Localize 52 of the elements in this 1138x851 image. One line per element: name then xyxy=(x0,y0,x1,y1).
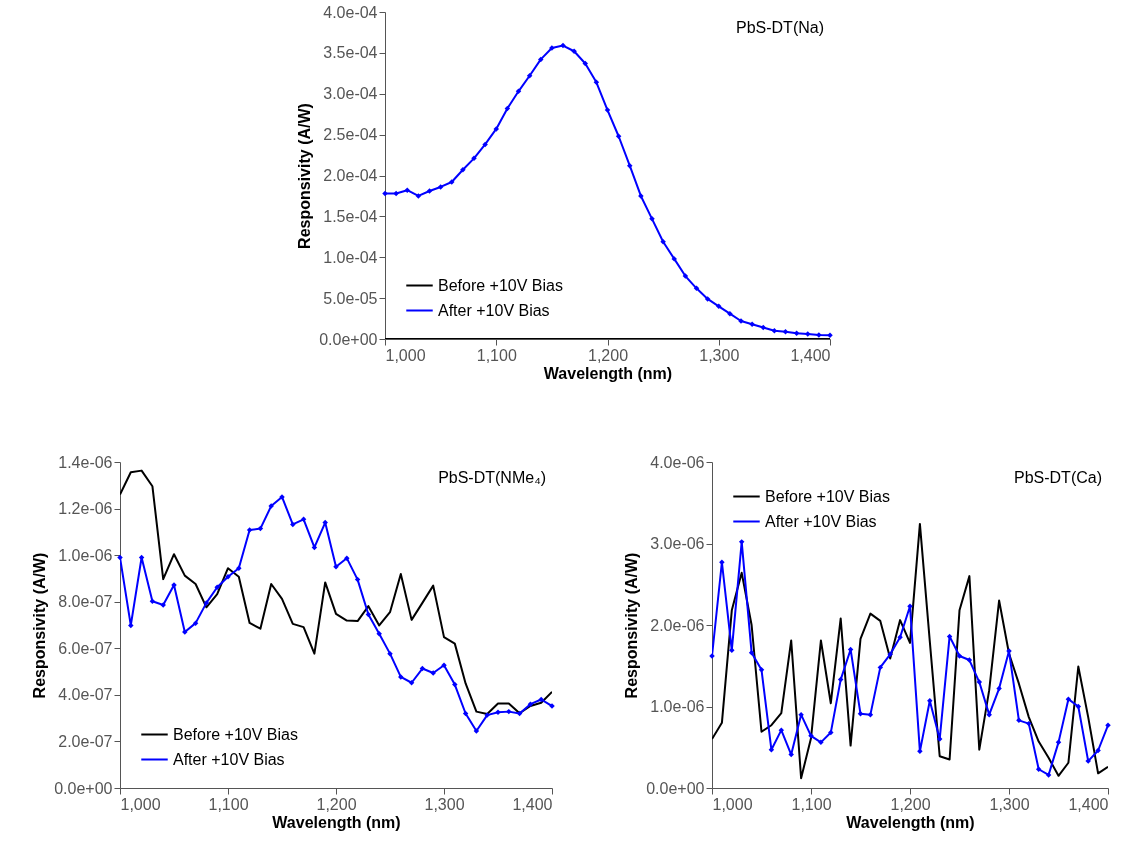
x-tick-label: 1,300 xyxy=(989,795,1030,813)
legend-label: Before +10V Bias xyxy=(173,725,298,743)
y-tick-label: 2.0e-04 xyxy=(323,167,378,184)
y-tick-label: 8.0e-07 xyxy=(58,593,113,611)
legend-label: After +10V Bias xyxy=(438,301,550,319)
x-axis-title: Wavelength (nm) xyxy=(543,364,673,382)
x-tick-label: 1,200 xyxy=(890,795,931,813)
chart-title: PbS-DT(Na) xyxy=(735,19,824,36)
legend-label: After +10V Bias xyxy=(173,750,285,768)
y-tick-label: 3.0e-06 xyxy=(650,535,705,552)
x-tick-label: 1,200 xyxy=(316,795,357,813)
y-tick-label: 1.0e-04 xyxy=(323,248,378,266)
x-tick-label: 1,100 xyxy=(791,795,832,813)
y-tick-label: 4.0e-06 xyxy=(650,453,705,471)
y-tick-label: 0.0e+00 xyxy=(54,779,113,797)
y-tick-label: 1.0e-06 xyxy=(650,698,705,715)
x-tick-label: 1,400 xyxy=(1068,795,1109,813)
y-tick-label: 3.0e-04 xyxy=(323,85,378,103)
x-tick-label: 1,000 xyxy=(120,795,161,813)
y-tick-label: 1.0e-06 xyxy=(58,546,113,564)
x-tick-label: 1,100 xyxy=(476,346,517,364)
x-tick-label: 1,100 xyxy=(208,795,249,813)
x-tick-label: 1,200 xyxy=(587,346,629,364)
x-tick-label: 1,300 xyxy=(424,795,465,813)
y-tick-label: 2.0e-07 xyxy=(58,732,113,750)
x-tick-label: 1,000 xyxy=(712,795,753,813)
y-tick-label: 3.5e-04 xyxy=(323,44,378,62)
y-tick-label: 4.0e-04 xyxy=(323,3,378,21)
y-axis-title: Responsivity (A/W) xyxy=(623,552,641,699)
legend-label: After +10V Bias xyxy=(765,512,877,530)
chart-title: PbS-DT(NMe₄) xyxy=(438,469,546,486)
y-tick-label: 1.2e-06 xyxy=(58,500,113,518)
y-tick-label: 1.4e-06 xyxy=(58,453,113,471)
x-axis-title: Wavelength (nm) xyxy=(846,813,975,831)
x-tick-label: 1,000 xyxy=(385,346,426,364)
chart-title: PbS-DT(Ca) xyxy=(1013,469,1102,486)
y-tick-label: 4.0e-07 xyxy=(58,686,113,704)
y-tick-label: 2.0e-06 xyxy=(650,616,705,634)
y-tick-label: 0.0e+00 xyxy=(319,330,378,348)
legend-label: Before +10V Bias xyxy=(438,276,563,294)
y-tick-label: 1.5e-04 xyxy=(323,207,378,225)
y-tick-label: 6.0e-07 xyxy=(58,639,113,657)
x-tick-label: 1,400 xyxy=(512,795,553,813)
x-axis-title: Wavelength (nm) xyxy=(272,813,401,831)
x-tick-label: 1,300 xyxy=(699,346,740,364)
y-axis-title: Responsivity (A/W) xyxy=(31,552,49,699)
y-tick-label: 2.5e-04 xyxy=(323,126,378,144)
x-tick-label: 1,400 xyxy=(790,346,831,364)
y-tick-label: 0.0e+00 xyxy=(646,779,705,797)
y-axis-title: Responsivity (A/W) xyxy=(296,103,314,249)
legend-label: Before +10V Bias xyxy=(765,487,890,505)
y-tick-label: 5.0e-05 xyxy=(323,289,378,307)
